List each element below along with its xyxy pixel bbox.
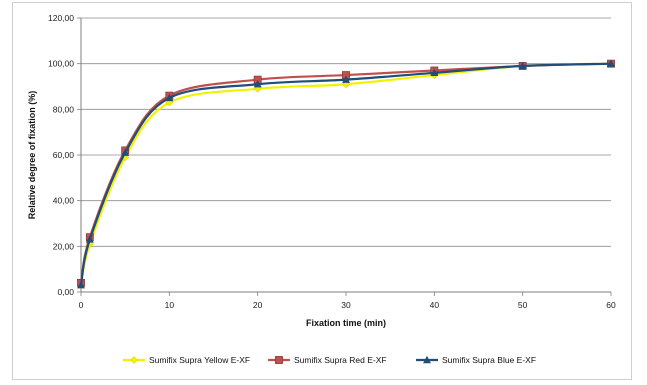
x-tick-label: 20 <box>253 300 263 310</box>
data-point <box>253 80 262 88</box>
x-tick-label: 30 <box>341 300 351 310</box>
grid-layer <box>81 17 611 247</box>
data-point <box>77 280 85 289</box>
data-point <box>430 68 439 76</box>
data-point <box>85 235 94 243</box>
line-chart: 0,00 20,00 40,00 60,00 80,00 100,00 120,00 0 10 2… <box>27 13 616 365</box>
legend-item: Sumifix Supra Red E-XF <box>268 355 387 365</box>
legend-label: Sumifix Supra Yellow E-XF <box>149 355 250 365</box>
series-3 <box>77 59 615 289</box>
legend-item: Sumifix Supra Blue E-XF <box>416 355 536 365</box>
series-1 <box>77 59 615 290</box>
data-point <box>607 59 615 67</box>
y-tick-label: 20,00 <box>53 241 75 251</box>
series-layer <box>77 59 615 290</box>
x-tick-label: 40 <box>430 300 440 310</box>
data-point <box>342 75 350 83</box>
legend-marker <box>423 355 431 364</box>
series-line <box>79 62 612 284</box>
y-axis-title: Relative degree of fixation (%) <box>27 91 37 220</box>
x-tick-label: 60 <box>606 300 616 310</box>
legend-label: Sumifix Supra Blue E-XF <box>442 355 536 365</box>
legend: Sumifix Supra Yellow E-XF Sumifix Supra R… <box>123 355 536 365</box>
y-tick-label: 0,00 <box>57 287 74 297</box>
y-tick-label: 120,00 <box>48 13 74 23</box>
series-line <box>79 62 612 286</box>
x-tick-label: 10 <box>165 300 175 310</box>
x-axis-title: Fixation time (min) <box>306 318 386 328</box>
y-tick-label: 80,00 <box>53 104 75 114</box>
legend-marker <box>130 356 138 364</box>
legend-label: Sumifix Supra Red E-XF <box>294 355 387 365</box>
series-line <box>79 62 612 286</box>
axes-layer: 0,00 20,00 40,00 60,00 80,00 100,00 120,00 0 10 2… <box>48 13 616 310</box>
y-tick-label: 40,00 <box>53 196 75 206</box>
chart-frame: 0,00 20,00 40,00 60,00 80,00 100,00 120,00 0 10 2… <box>12 2 632 380</box>
data-point <box>518 61 527 70</box>
y-tick-label: 60,00 <box>53 150 75 160</box>
x-tick-label: 0 <box>79 300 84 310</box>
series-2 <box>77 59 615 287</box>
legend-marker <box>275 356 283 364</box>
x-tick-label: 50 <box>518 300 528 310</box>
data-point <box>165 93 174 102</box>
data-point <box>121 148 130 156</box>
legend-item: Sumifix Supra Yellow E-XF <box>123 355 250 365</box>
y-tick-label: 100,00 <box>48 59 74 69</box>
